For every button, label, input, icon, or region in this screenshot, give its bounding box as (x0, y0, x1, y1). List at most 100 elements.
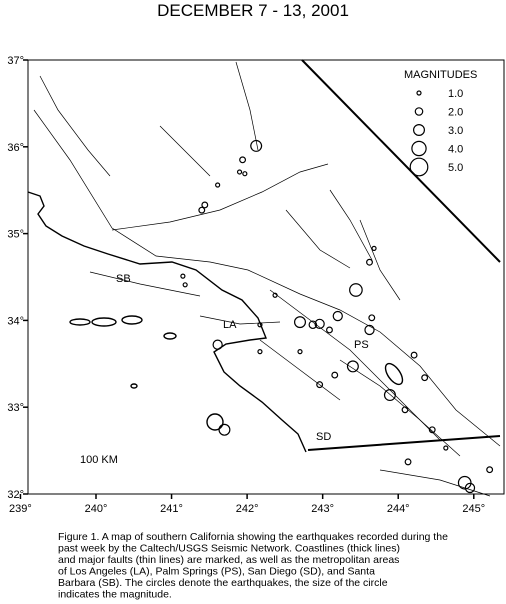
caption-line: of Los Angeles (LA), Palm Springs (PS), … (58, 566, 375, 578)
island (206, 413, 224, 431)
fault (111, 163, 329, 231)
place-label: LA (223, 319, 237, 331)
earthquake (294, 316, 307, 329)
legend-label: 5.0 (448, 162, 463, 174)
earthquake (326, 326, 333, 334)
earthquake (401, 406, 409, 414)
x-tick-label: 239° (9, 503, 32, 515)
earthquake (346, 360, 359, 373)
fault (33, 109, 501, 447)
legend-circle (409, 157, 429, 177)
island (91, 317, 117, 327)
fault (199, 315, 281, 325)
earthquake (383, 389, 396, 402)
legend-label: 2.0 (448, 107, 463, 119)
island (121, 315, 143, 325)
earthquake (371, 245, 377, 251)
x-tick-label: 245° (462, 503, 485, 515)
earthquake (180, 273, 186, 279)
caption-line: and major faults (thin lines) are marked… (58, 554, 399, 566)
y-tick-label: 32° (7, 489, 24, 501)
fault (89, 271, 201, 297)
earthquake (314, 318, 325, 330)
earthquake (464, 482, 476, 494)
earthquake (198, 206, 206, 214)
mexico-border (307, 435, 501, 451)
caption-line: indicates the magnitude. (58, 589, 172, 601)
earthquake (308, 320, 318, 330)
island (130, 383, 138, 389)
x-tick-label: 242° (236, 503, 259, 515)
island (163, 332, 177, 340)
x-tick-label: 244° (387, 503, 410, 515)
earthquake (239, 156, 247, 164)
legend-label: 1.0 (448, 88, 463, 100)
map-frame (27, 59, 505, 495)
caption-line: Barbara (SB). The circles denote the ear… (58, 577, 388, 589)
fault (339, 359, 461, 457)
earthquake (236, 169, 243, 175)
legend-circle (413, 123, 426, 136)
x-tick-label: 241° (160, 503, 183, 515)
earthquake (421, 374, 429, 382)
fault (259, 339, 341, 401)
fault (379, 469, 491, 497)
earthquake (364, 324, 375, 336)
fault (159, 125, 211, 177)
earthquake (443, 445, 449, 451)
earthquake (316, 381, 324, 389)
earthquake (272, 292, 278, 298)
legend-title: MAGNITUDES (404, 69, 477, 81)
fault (269, 289, 441, 441)
earthquake (332, 310, 343, 322)
x-tick-label: 240° (85, 503, 108, 515)
legend-circle (416, 90, 422, 96)
earthquake (410, 351, 418, 359)
fault (329, 189, 373, 261)
place-label: SB (116, 273, 131, 285)
earthquake (218, 423, 231, 436)
legend-label: 3.0 (448, 125, 463, 137)
earthquake (250, 139, 263, 152)
earthquake (212, 339, 223, 350)
place-label: 100 KM (80, 454, 118, 466)
earthquake (257, 322, 263, 328)
earthquake (404, 458, 412, 466)
earthquake (486, 466, 494, 474)
borders (301, 59, 501, 451)
earthquake (331, 371, 339, 379)
fault (235, 61, 259, 151)
earthquake (242, 171, 248, 177)
y-tick-label: 37° (7, 55, 24, 67)
y-tick-label: 34° (7, 315, 24, 327)
y-tick-label: 35° (7, 229, 24, 241)
place-label: PS (354, 339, 369, 351)
place-label: SD (316, 431, 331, 443)
earthquake (428, 426, 436, 434)
map-title: DECEMBER 7 - 13, 2001 (157, 1, 349, 20)
x-tick-label: 243° (311, 503, 334, 515)
earthquake (297, 349, 303, 355)
legend-circle (411, 140, 427, 157)
y-tick-label: 36° (7, 142, 24, 154)
fault (39, 75, 111, 177)
island (69, 318, 91, 326)
fault (359, 219, 401, 301)
fault (285, 209, 351, 269)
legend-label: 4.0 (448, 144, 463, 156)
earthquake (349, 283, 363, 297)
caption-line: Figure 1. A map of southern California s… (58, 531, 448, 543)
earthquake (368, 314, 376, 322)
salton-sea (384, 362, 404, 386)
state-border (301, 59, 501, 263)
coastline (27, 191, 307, 453)
earthquake (457, 475, 472, 490)
earthquake (257, 349, 263, 355)
coastlines (27, 191, 404, 453)
earthquake (201, 201, 209, 209)
caption-line: past week by the Caltech/USGS Seismic Ne… (58, 543, 400, 555)
earthquake (366, 258, 373, 266)
earthquake (215, 182, 221, 188)
